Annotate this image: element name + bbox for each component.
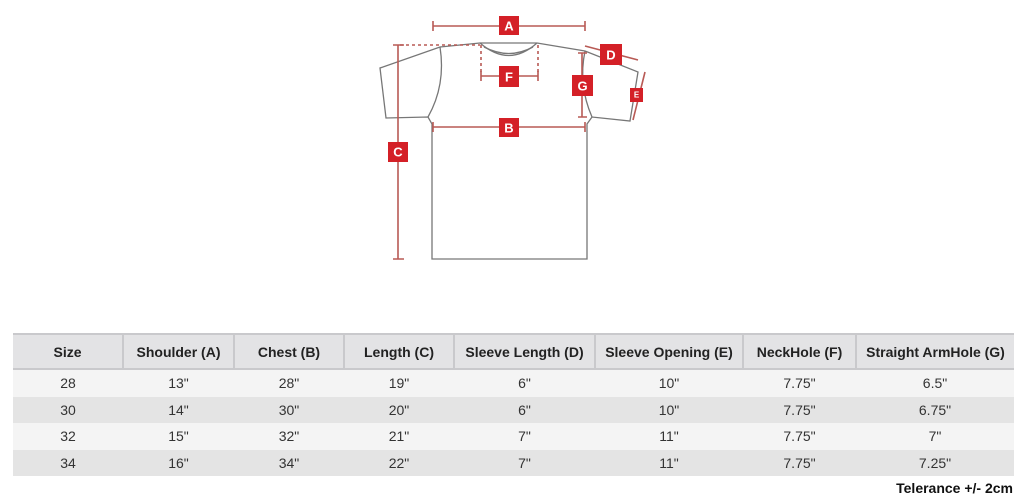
table-cell: 10" — [595, 396, 743, 423]
label-a: A — [499, 16, 519, 35]
header-shoulder: Shoulder (A) — [122, 333, 234, 370]
header-size: Size — [13, 333, 123, 370]
svg-text:E: E — [634, 91, 640, 100]
table-cell: 16" — [123, 449, 234, 476]
header-armhole: Straight ArmHole (G) — [855, 333, 1014, 370]
label-e: E — [630, 88, 643, 102]
label-d: D — [600, 44, 622, 65]
table-cell: 22" — [344, 449, 454, 476]
table-row: 28 13" 28" 19" 6" 10" 7.75" 6.5" — [13, 369, 1014, 397]
table-cell: 10" — [595, 369, 743, 397]
table-cell: 32" — [234, 423, 344, 450]
table-row: 30 14" 30" 20" 6" 10" 7.75" 6.75" — [13, 396, 1014, 423]
table-cell: 32 — [13, 423, 123, 450]
table-cell: 34" — [234, 449, 344, 476]
table-cell: 11" — [595, 449, 743, 476]
svg-text:A: A — [504, 19, 514, 34]
svg-text:B: B — [504, 121, 513, 136]
table-cell: 6.5" — [856, 369, 1014, 397]
table-row: 34 16" 34" 22" 7" 11" 7.75" 7.25" — [13, 449, 1014, 476]
table-cell: 6" — [454, 369, 595, 397]
table-cell: 34 — [13, 449, 123, 476]
table-cell: 7.75" — [743, 449, 856, 476]
table-cell: 7" — [454, 423, 595, 450]
label-c: C — [388, 142, 408, 162]
label-f: F — [499, 66, 519, 87]
table-cell: 13" — [123, 369, 234, 397]
table-row: 32 15" 32" 21" 7" 11" 7.75" 7" — [13, 423, 1014, 450]
header-sleeve-opening: Sleeve Opening (E) — [594, 333, 743, 370]
table-cell: 6.75" — [856, 396, 1014, 423]
table-cell: 14" — [123, 396, 234, 423]
table-header-row: Size Shoulder (A) Chest (B) Length (C) S… — [13, 333, 1014, 370]
table-cell: 6" — [454, 396, 595, 423]
table-cell: 15" — [123, 423, 234, 450]
header-neckhole: NeckHole (F) — [742, 333, 856, 370]
table-cell: 7.25" — [856, 449, 1014, 476]
svg-text:C: C — [393, 145, 403, 160]
table-cell: 7" — [856, 423, 1014, 450]
table-cell: 30 — [13, 396, 123, 423]
svg-text:F: F — [505, 70, 513, 85]
table-cell: 30" — [234, 396, 344, 423]
header-chest: Chest (B) — [233, 333, 344, 370]
header-sleeve-length: Sleeve Length (D) — [453, 333, 595, 370]
table-cell: 20" — [344, 396, 454, 423]
table-cell: 7.75" — [743, 396, 856, 423]
table-cell: 19" — [344, 369, 454, 397]
table-cell: 7" — [454, 449, 595, 476]
label-g: G — [572, 75, 593, 96]
label-b: B — [499, 118, 519, 137]
svg-text:D: D — [606, 48, 615, 63]
tolerance-note: Telerance +/- 2cm — [896, 480, 1013, 496]
size-chart-table: Size Shoulder (A) Chest (B) Length (C) S… — [13, 333, 1014, 476]
table-cell: 11" — [595, 423, 743, 450]
table-cell: 7.75" — [743, 369, 856, 397]
header-length: Length (C) — [343, 333, 454, 370]
table-cell: 7.75" — [743, 423, 856, 450]
table-cell: 28 — [13, 369, 123, 397]
svg-text:G: G — [577, 79, 587, 94]
table-cell: 28" — [234, 369, 344, 397]
tshirt-measurement-diagram: A B C D E F G — [379, 16, 646, 260]
table-cell: 21" — [344, 423, 454, 450]
